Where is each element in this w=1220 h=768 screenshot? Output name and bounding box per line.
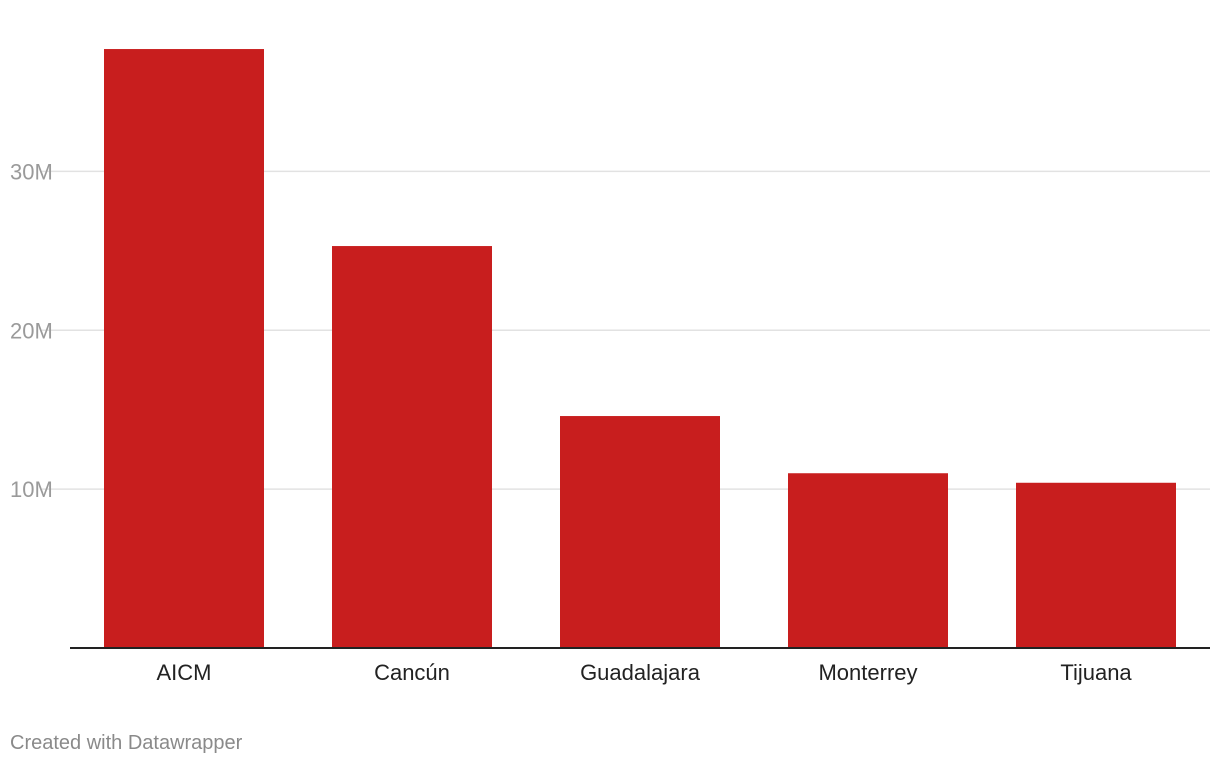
chart-canvas: 10M 20M 30M AICM Cancún Guadalajara Monterrey… [10,49,1210,685]
y-tick-label: 30M [10,159,53,184]
x-tick-label: Cancún [374,660,450,685]
credit-text: Created with Datawrapper [10,732,243,754]
y-axis-ticks: 10M 20M 30M [10,159,53,502]
x-tick-label: Tijuana [1060,660,1132,685]
bar-tijuana [1016,482,1176,648]
x-axis-ticks: AICM Cancún Guadalajara Monterrey Tijuana [157,660,1133,685]
x-tick-label: AICM [157,660,212,685]
x-tick-label: Guadalajara [580,660,701,685]
bar-guadalajara [560,416,720,648]
x-tick-label: Monterrey [818,660,917,685]
bar-aicm [104,49,264,648]
bar-chart: 10M 20M 30M AICM Cancún Guadalajara Monterrey… [10,49,1210,685]
bar-canc-n [332,246,492,648]
bar-monterrey [788,473,948,648]
bars [104,49,1176,648]
y-tick-label: 10M [10,477,53,502]
y-tick-label: 20M [10,318,53,343]
